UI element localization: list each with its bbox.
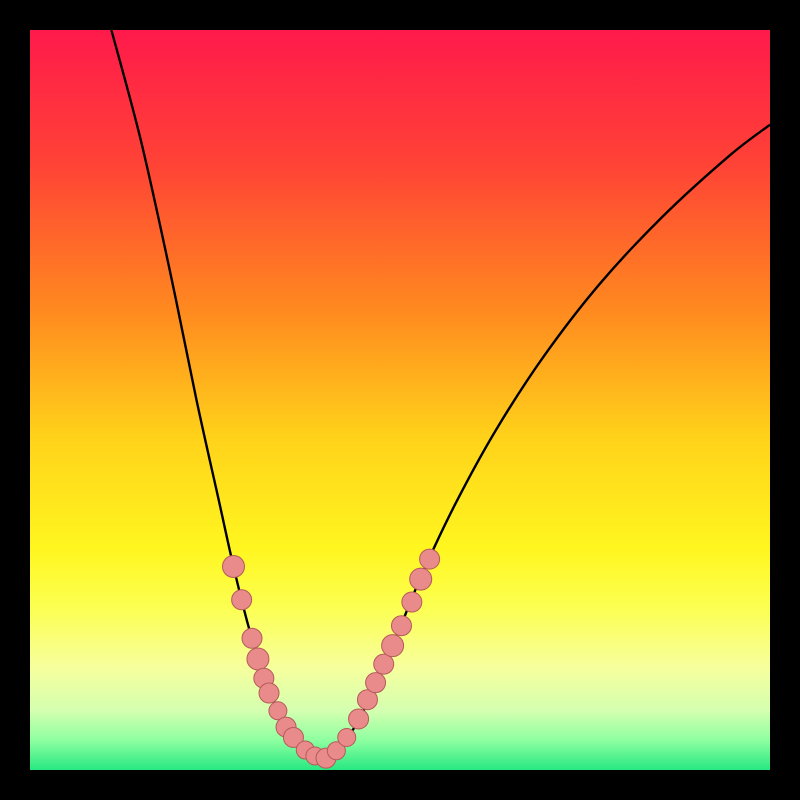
data-marker: [232, 590, 252, 610]
data-marker: [420, 549, 440, 569]
data-marker: [382, 635, 404, 657]
data-marker: [223, 556, 245, 578]
data-marker: [338, 728, 356, 746]
data-marker: [349, 709, 369, 729]
data-marker: [374, 654, 394, 674]
data-marker: [247, 648, 269, 670]
data-marker: [391, 616, 411, 636]
data-marker: [410, 568, 432, 590]
data-marker: [402, 592, 422, 612]
data-marker: [259, 683, 279, 703]
data-marker: [242, 628, 262, 648]
bottleneck-chart: [0, 0, 800, 800]
chart-frame: TheBottleneck.com: [0, 0, 800, 800]
data-marker: [366, 673, 386, 693]
